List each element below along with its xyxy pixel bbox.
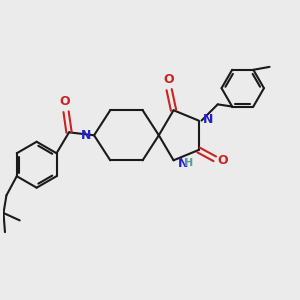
Text: N: N — [202, 112, 213, 126]
Text: O: O — [218, 154, 228, 167]
Text: O: O — [163, 73, 174, 86]
Text: N: N — [81, 129, 92, 142]
Text: O: O — [59, 95, 70, 108]
Text: N: N — [177, 157, 188, 170]
Text: H: H — [184, 158, 194, 168]
